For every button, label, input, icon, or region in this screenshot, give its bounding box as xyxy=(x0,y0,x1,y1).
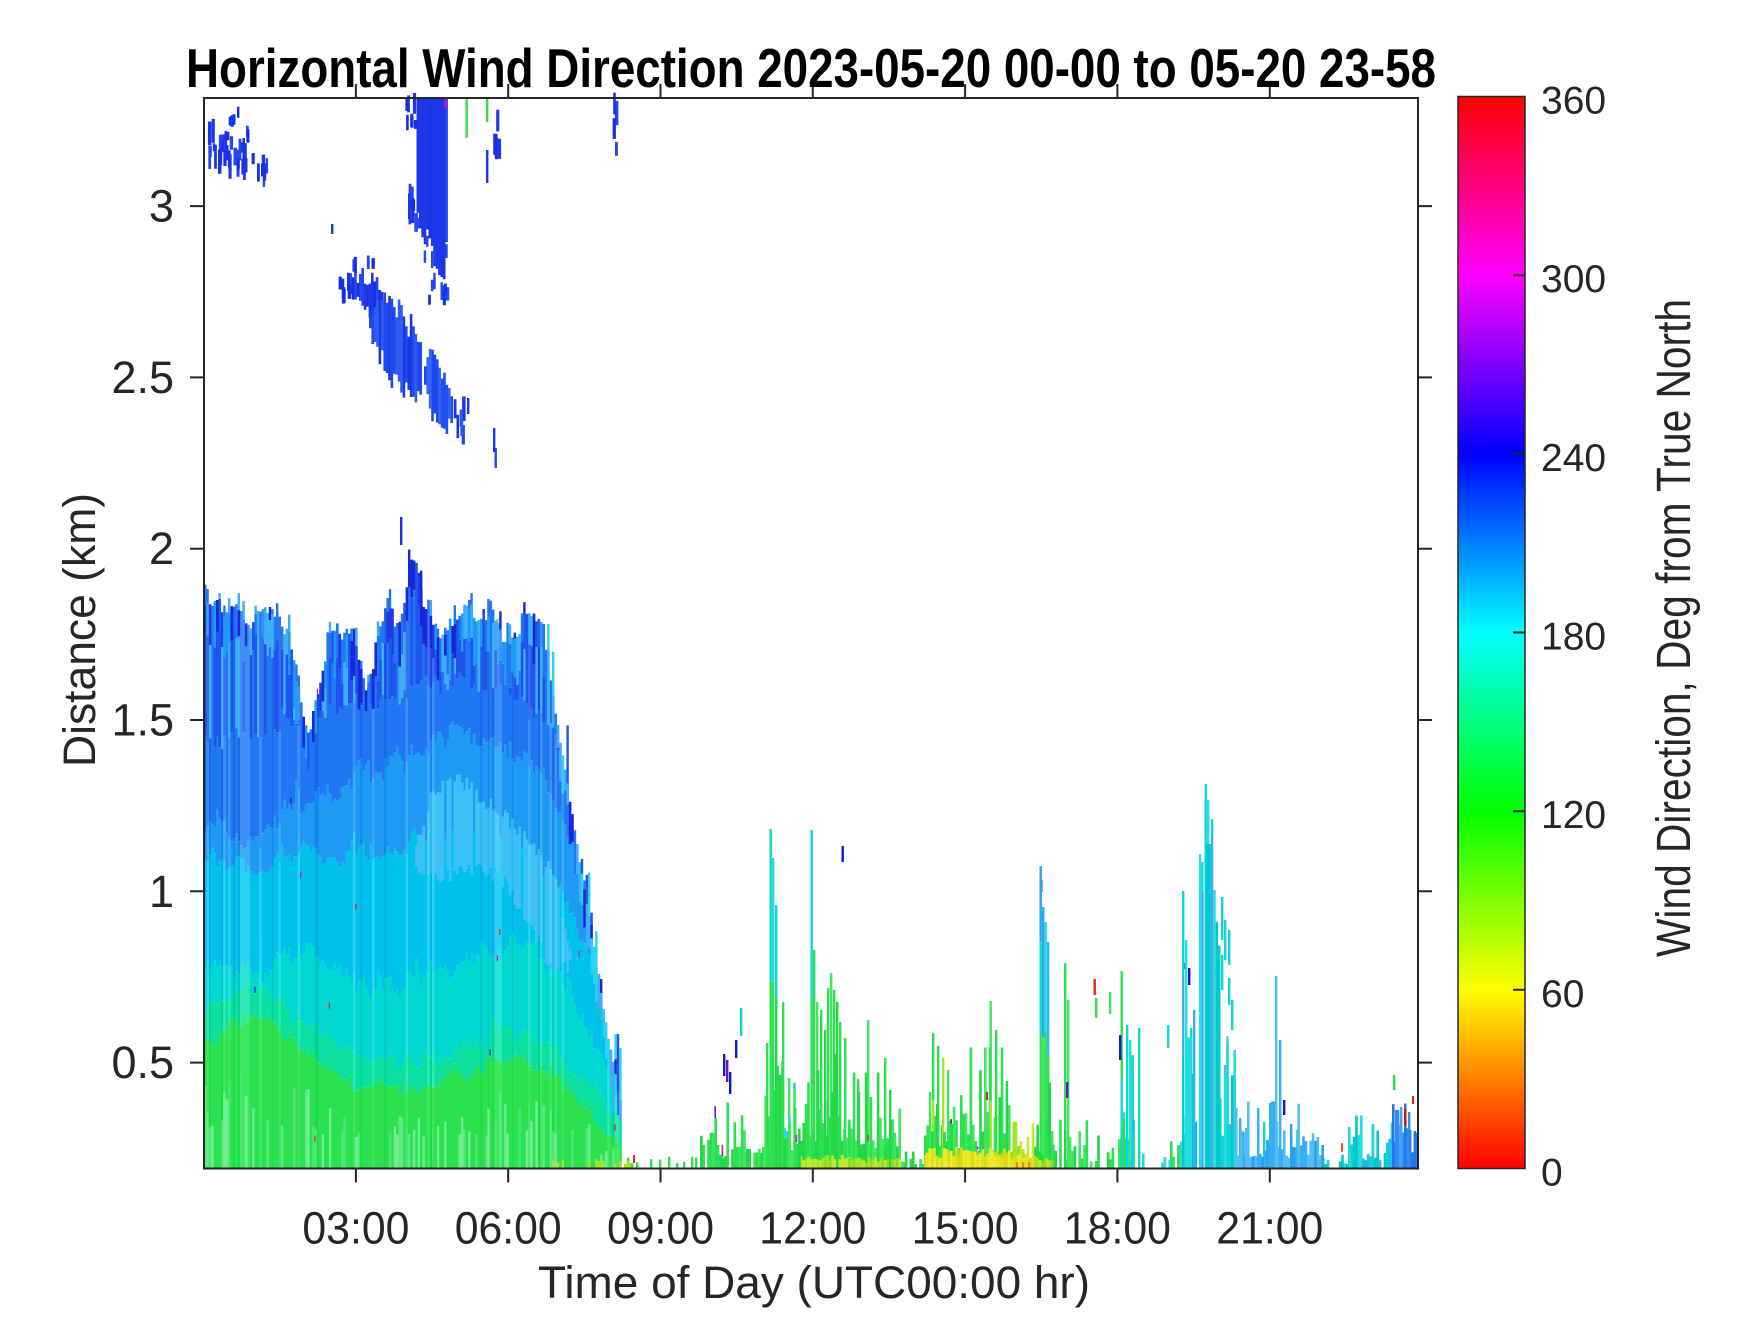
svg-text:Wind Direction, Deg from True: Wind Direction, Deg from True North xyxy=(1648,299,1701,957)
svg-text:Horizontal Wind Direction 2023: Horizontal Wind Direction 2023-05-20 00-… xyxy=(186,37,1436,99)
svg-text:120: 120 xyxy=(1541,794,1606,837)
svg-text:0.5: 0.5 xyxy=(111,1037,174,1088)
svg-text:18:00: 18:00 xyxy=(1064,1203,1171,1254)
svg-text:03:00: 03:00 xyxy=(302,1203,409,1254)
svg-text:180: 180 xyxy=(1541,616,1606,659)
svg-text:240: 240 xyxy=(1541,437,1606,480)
svg-text:1.5: 1.5 xyxy=(111,695,174,746)
svg-text:21:00: 21:00 xyxy=(1216,1203,1323,1254)
svg-text:15:00: 15:00 xyxy=(912,1203,1019,1254)
svg-text:09:00: 09:00 xyxy=(607,1203,714,1254)
svg-text:300: 300 xyxy=(1541,258,1606,301)
svg-text:12:00: 12:00 xyxy=(759,1203,866,1254)
svg-text:2: 2 xyxy=(149,523,174,574)
svg-text:360: 360 xyxy=(1541,80,1606,123)
svg-text:60: 60 xyxy=(1541,973,1584,1016)
svg-text:Time of Day (UTC00:00 hr): Time of Day (UTC00:00 hr) xyxy=(538,1257,1090,1308)
svg-text:1: 1 xyxy=(149,866,174,917)
svg-text:0: 0 xyxy=(1541,1152,1563,1195)
svg-text:Distance (km): Distance (km) xyxy=(54,493,105,767)
svg-text:06:00: 06:00 xyxy=(455,1203,562,1254)
svg-text:3: 3 xyxy=(149,181,174,232)
svg-text:2.5: 2.5 xyxy=(111,352,174,403)
